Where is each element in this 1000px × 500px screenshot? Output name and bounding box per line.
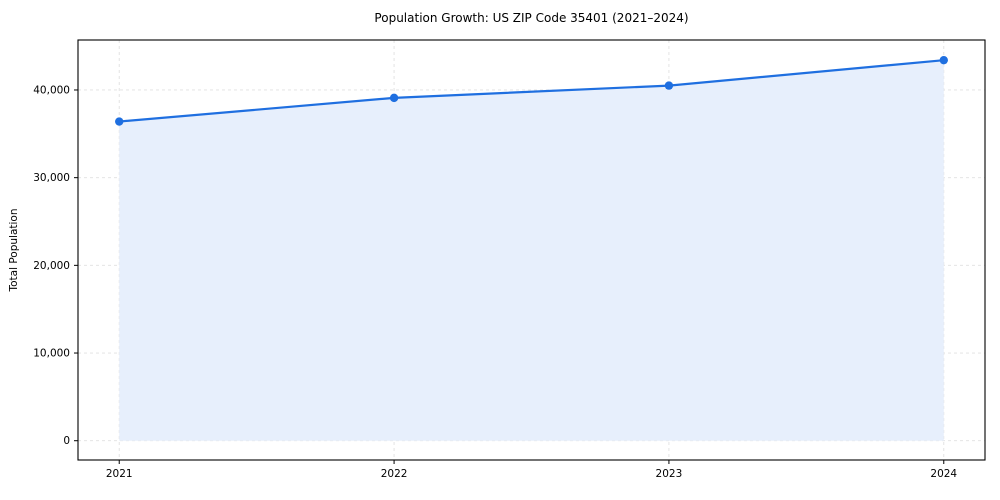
- x-tick-label: 2024: [930, 468, 957, 480]
- area-fill: [119, 60, 944, 441]
- y-tick-label: 40,000: [33, 84, 70, 96]
- x-tick-label: 2023: [656, 468, 683, 480]
- line-series: [118, 59, 945, 123]
- y-tick-label: 0: [63, 435, 70, 447]
- chart-title: Population Growth: US ZIP Code 35401 (20…: [374, 11, 689, 25]
- x-tick-label: 2022: [381, 468, 408, 480]
- y-tick-label: 10,000: [33, 348, 70, 360]
- plot-border: [77, 39, 986, 461]
- y-tick-label: 30,000: [33, 172, 70, 184]
- data-point: [664, 81, 674, 90]
- data-point: [939, 55, 948, 65]
- x-tick-label: 2021: [106, 468, 133, 480]
- y-tick-label: 20,000: [33, 260, 70, 272]
- data-point: [115, 117, 124, 126]
- data-point: [389, 93, 399, 103]
- y-axis-label: Total Population: [8, 208, 20, 292]
